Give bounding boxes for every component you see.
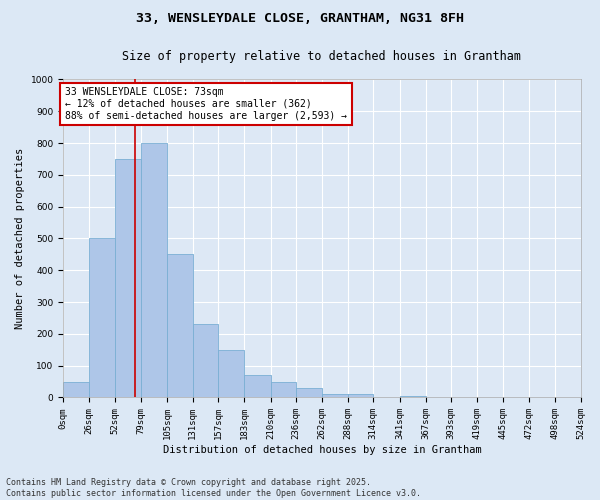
Y-axis label: Number of detached properties: Number of detached properties [15,148,25,329]
Bar [244,375,271,398]
Bar [63,382,89,398]
Bar [141,143,167,398]
Bar [115,159,141,398]
Bar [193,324,218,398]
Bar [322,394,347,398]
Bar [296,388,322,398]
Bar [271,382,296,398]
Bar [400,396,425,398]
Bar [218,350,244,398]
Bar [167,254,193,398]
Title: Size of property relative to detached houses in Grantham: Size of property relative to detached ho… [122,50,521,63]
Bar [347,394,373,398]
Bar [89,238,115,398]
Text: 33, WENSLEYDALE CLOSE, GRANTHAM, NG31 8FH: 33, WENSLEYDALE CLOSE, GRANTHAM, NG31 8F… [136,12,464,26]
X-axis label: Distribution of detached houses by size in Grantham: Distribution of detached houses by size … [163,445,481,455]
Text: Contains HM Land Registry data © Crown copyright and database right 2025.
Contai: Contains HM Land Registry data © Crown c… [6,478,421,498]
Text: 33 WENSLEYDALE CLOSE: 73sqm
← 12% of detached houses are smaller (362)
88% of se: 33 WENSLEYDALE CLOSE: 73sqm ← 12% of det… [65,88,347,120]
